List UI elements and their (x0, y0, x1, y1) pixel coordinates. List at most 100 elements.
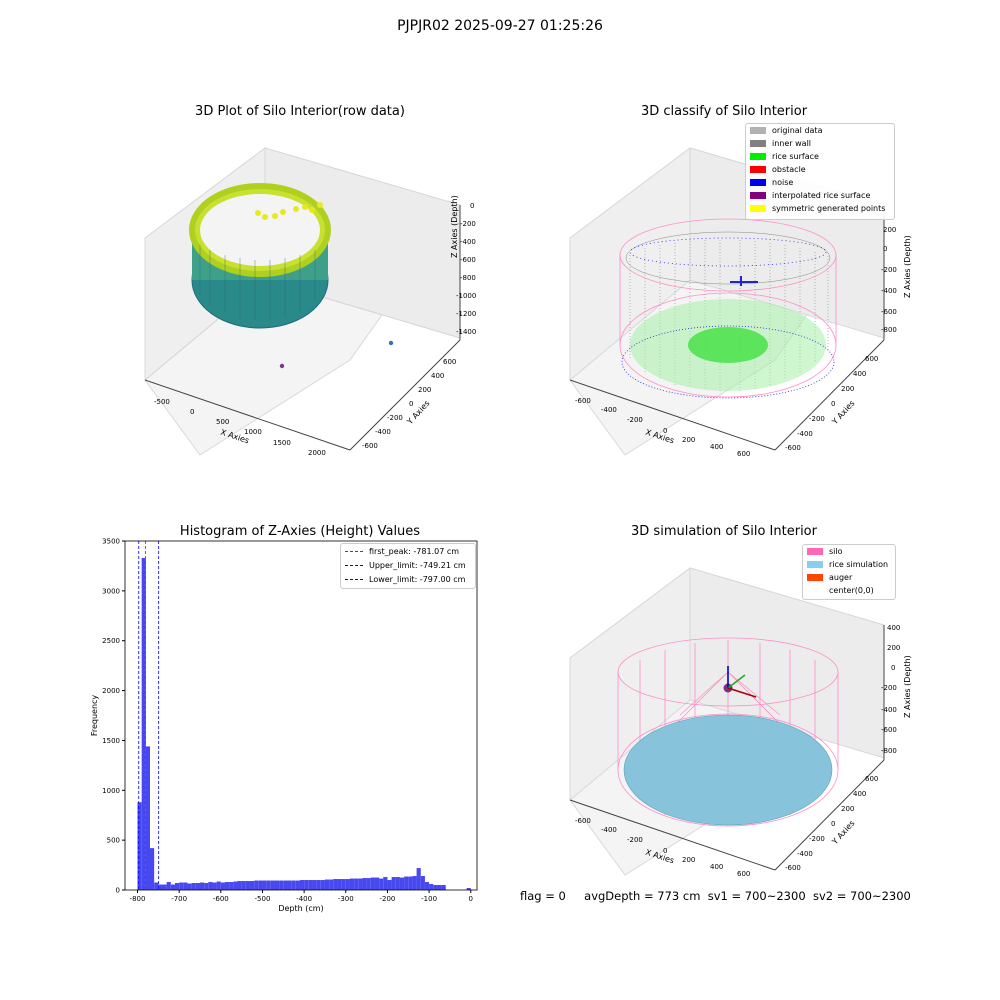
tick-label: -400 (881, 706, 897, 714)
tick-label: -600 (575, 817, 591, 825)
histogram-bar (425, 882, 429, 890)
legend-swatch (345, 551, 363, 552)
y-tick-label: 0 (116, 887, 120, 895)
histogram-bar (308, 880, 312, 890)
tick-label: -200 (881, 684, 897, 692)
x-axis-label: X Axies (644, 428, 675, 446)
histogram-bar (346, 879, 350, 890)
histogram-bar (275, 881, 279, 890)
histogram-frame (125, 541, 477, 890)
histogram-bar (362, 878, 366, 890)
histogram-bar (242, 881, 246, 890)
tick-label: 600 (737, 870, 750, 878)
tick-label: -600 (362, 442, 378, 450)
sv2-value: sv2 = 700~2300 (813, 889, 911, 903)
tick-label: -800 (881, 747, 897, 755)
y-tick-label: 3000 (102, 587, 120, 595)
histogram-bar (321, 880, 325, 890)
histogram-bar (292, 881, 296, 890)
histogram-bar (317, 880, 321, 890)
avg-depth-value: avgDepth = 773 cm (584, 889, 700, 903)
x-tick-label: -500 (255, 895, 271, 903)
legend-label: rice simulation (829, 560, 888, 569)
legend-entry: interpolated rice surface (746, 189, 894, 202)
legend-label: inner wall (772, 139, 811, 148)
tick-label: -400 (375, 428, 391, 436)
legend-swatch (750, 192, 766, 199)
tick-label: 400 (431, 372, 444, 380)
legend-entry: silo (803, 545, 895, 558)
tick-label: 0 (883, 245, 887, 253)
tick-label: -800 (460, 274, 476, 282)
histogram-legend: first_peak: -781.07 cm Upper_limit: -749.… (340, 543, 476, 589)
histogram-bar (304, 880, 308, 890)
tick-label: -400 (601, 406, 617, 414)
histogram-bar (137, 802, 141, 890)
histogram-bar (333, 879, 337, 890)
tick-label: -1000 (456, 292, 476, 300)
tick-label: 0 (470, 202, 474, 210)
legend-label: silo (829, 547, 843, 556)
histogram-bar (279, 881, 283, 890)
histogram-bar (437, 885, 441, 890)
z-axis-label: Z Axies (Depth) (903, 655, 912, 718)
tick-label: 200 (682, 856, 695, 864)
panel1-ticks: -500 0 500 1000 1500 2000 -600 -400 -200… (140, 140, 480, 460)
legend-label: noise (772, 178, 793, 187)
legend-entry: noise (746, 176, 894, 189)
histogram-bar (146, 746, 150, 890)
tick-label: 200 (883, 226, 896, 234)
legend-swatch (807, 561, 823, 568)
panel4-title: 3D simulation of Silo Interior (574, 524, 874, 539)
histogram-bar (221, 883, 225, 890)
histogram-bar (300, 880, 304, 890)
tick-label: 600 (865, 355, 878, 363)
histogram-bar (371, 878, 375, 890)
tick-label: 600 (737, 450, 750, 458)
status-line: flag = 0 avgDepth = 773 cm sv1 = 700~230… (520, 889, 911, 903)
legend-swatch (345, 579, 363, 580)
y-tick-label: 1000 (102, 787, 120, 795)
histogram-bar (417, 868, 421, 890)
legend-label: auger (829, 573, 852, 582)
legend-entry: symmetric generated points (746, 202, 894, 215)
legend-label: obstacle (772, 165, 806, 174)
histogram-bar (262, 881, 266, 890)
legend-entry: obstacle (746, 163, 894, 176)
legend-swatch (807, 574, 823, 581)
histogram-bar (354, 879, 358, 890)
histogram-bar (200, 883, 204, 890)
tick-label: 500 (216, 418, 229, 426)
histogram-bar (171, 885, 175, 890)
tick-label: 400 (710, 443, 723, 451)
histogram-bar (287, 881, 291, 890)
tick-label: 0 (409, 400, 413, 408)
tick-label: -200 (627, 836, 643, 844)
tick-label: 600 (865, 775, 878, 783)
x-tick-label: -200 (379, 895, 395, 903)
legend-entry: rice surface (746, 150, 894, 163)
legend-swatch (750, 205, 766, 212)
x-tick-label: -700 (171, 895, 187, 903)
histogram-bar (208, 882, 212, 890)
tick-label: -200 (627, 416, 643, 424)
histogram-bar (192, 883, 196, 890)
legend-label: rice surface (772, 152, 819, 161)
tick-label: 0 (831, 820, 835, 828)
legend-entry: Upper_limit: -749.21 cm (341, 558, 475, 572)
tick-label: -500 (154, 398, 170, 406)
y-axis-label: Frequency (90, 695, 99, 737)
legend-entry: original data (746, 124, 894, 137)
tick-label: 400 (710, 863, 723, 871)
legend-label: Upper_limit: -749.21 cm (369, 561, 466, 570)
histogram-bar (254, 881, 258, 890)
panel4-ticks: -600 -400 -200 0 200 400 600 -600 -400 -… (565, 560, 905, 880)
histogram-bar (183, 883, 187, 890)
legend-entry: Lower_limit: -797.00 cm (341, 572, 475, 586)
tick-label: -400 (881, 287, 897, 295)
tick-label: -400 (601, 826, 617, 834)
histogram-bar (358, 879, 362, 890)
histogram-bar (154, 883, 158, 890)
y-tick-label: 2500 (102, 637, 120, 645)
tick-label: 0 (190, 408, 194, 416)
